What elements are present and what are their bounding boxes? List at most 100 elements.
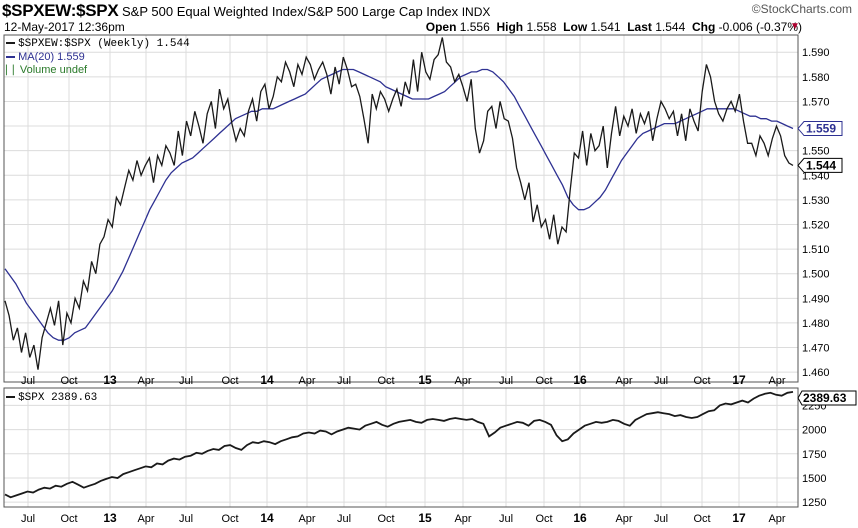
x-tick-label: Jul (337, 513, 351, 525)
x-tick-label: Jul (179, 375, 193, 387)
last-price-tag: 1.544 (797, 157, 843, 173)
x-tick-label: 13 (103, 373, 117, 387)
y-tick-label: 1.570 (802, 96, 830, 108)
chart-title: $SPXEW:$SPX S&P 500 Equal Weighted Index… (2, 1, 490, 21)
exchange: INDX (461, 5, 491, 19)
y-tick-label: 1250 (802, 497, 826, 509)
low-value: 1.541 (590, 20, 621, 34)
ratio-line (4, 37, 794, 370)
y-tick-label: 1.500 (802, 269, 830, 281)
watermark: ©StockCharts.com (752, 2, 852, 16)
open-value: 1.556 (459, 20, 490, 34)
x-tick-label: Jul (179, 513, 193, 525)
x-tick-label: Oct (377, 375, 394, 387)
x-tick-label: Apr (454, 513, 471, 525)
y-tick-label: 1.530 (802, 195, 830, 207)
x-tick-label: Oct (377, 513, 394, 525)
chg-value: -0.006 (-0.37%) (718, 20, 802, 34)
x-tick-label: Oct (693, 375, 710, 387)
x-tick-label: Jul (21, 375, 35, 387)
lower-x-axis: Jul Oct 13 Apr Jul Oct 14 Apr Jul Oct 15 Apr Jul Oct 1… (21, 511, 786, 525)
chart-datetime: 12-May-2017 12:36pm (4, 20, 125, 34)
x-tick-label: 17 (732, 511, 746, 525)
last-price-tag-text: 1.544 (806, 158, 836, 172)
x-tick-label: Oct (221, 513, 238, 525)
y-tick-label: 1.470 (802, 343, 830, 355)
y-tick-label: 1.490 (802, 293, 830, 305)
x-tick-label: Apr (137, 513, 154, 525)
y-tick-label: 1.540 (802, 170, 830, 182)
legend-ma-label: MA(20) 1.559 (18, 51, 85, 63)
high-value: 1.558 (526, 20, 557, 34)
spx-line (4, 391, 794, 499)
last-value: 1.544 (655, 20, 686, 34)
x-tick-label: 16 (573, 373, 587, 387)
symbol: $SPXEW:$SPX (2, 1, 119, 20)
y-tick-label: 1.510 (802, 244, 830, 256)
x-tick-label: Jul (499, 513, 513, 525)
legend-volume-label: Volume undef (19, 64, 88, 76)
main-x-axis: Jul Oct 13 Apr Jul Oct 14 Apr Jul Oct 15 Apr Jul Oct 1… (21, 373, 786, 387)
ma20-line (4, 68, 794, 341)
x-tick-label: Jul (654, 513, 668, 525)
lower-panel-grid (4, 388, 798, 507)
y-tick-label: 1.460 (802, 367, 830, 379)
legend-ma: MA(20) 1.559 (6, 51, 85, 63)
y-tick-label: 1.580 (802, 72, 830, 84)
open-label: Open (425, 20, 457, 34)
y-tick-label: 2000 (802, 425, 826, 437)
x-tick-label: Oct (60, 375, 77, 387)
y-tick-label: 1.550 (802, 146, 830, 158)
x-tick-label: Apr (454, 375, 471, 387)
y-tick-label: 1.480 (802, 318, 830, 330)
chg-label: Chg (691, 20, 716, 34)
legend-main-label: $SPXEW:$SPX (Weekly) 1.544 (18, 38, 190, 50)
legend-lower: $SPX 2389.63 (6, 391, 97, 404)
x-tick-label: Jul (499, 375, 513, 387)
y-tick-label: 1500 (802, 473, 826, 485)
y-tick-label: 1750 (802, 449, 826, 461)
watermark-text: StockCharts.com (760, 2, 852, 16)
x-tick-label: Oct (60, 513, 77, 525)
x-tick-label: 15 (418, 511, 432, 525)
x-tick-label: Jul (21, 513, 35, 525)
copyright-icon: © (751, 2, 761, 16)
main-y-axis: 1.5901.5801.5701.5601.5501.5401.5301.520… (802, 47, 830, 379)
x-tick-label: 13 (103, 511, 117, 525)
low-label: Low (563, 20, 588, 34)
x-tick-label: Oct (535, 375, 552, 387)
x-tick-label: Apr (768, 375, 785, 387)
lower-panel-frame (3, 387, 799, 508)
y-tick-label: 1.590 (802, 47, 830, 59)
high-label: High (496, 20, 524, 34)
legend-main: $SPXEW:$SPX (Weekly) 1.544 (6, 37, 190, 50)
x-tick-label: Oct (535, 513, 552, 525)
x-tick-label: 14 (260, 373, 274, 387)
legend-ma-swatch (6, 56, 15, 59)
x-tick-label: Jul (654, 375, 668, 387)
x-tick-label: Apr (768, 513, 785, 525)
down-triangle-icon: ▼ (790, 21, 800, 32)
x-tick-label: Apr (615, 513, 632, 525)
x-tick-label: Apr (615, 375, 632, 387)
x-tick-label: 16 (573, 511, 587, 525)
x-tick-label: Apr (137, 375, 154, 387)
index-description: S&P 500 Equal Weighted Index/S&P 500 Lar… (122, 4, 459, 19)
x-tick-label: Apr (298, 513, 315, 525)
quote-bar: Open 1.556 High 1.558 Low 1.541 Last 1.5… (426, 20, 802, 34)
last-label: Last (627, 20, 652, 34)
x-tick-label: Apr (298, 375, 315, 387)
spx-price-tag-text: 2389.63 (803, 391, 847, 405)
x-tick-label: 17 (732, 373, 746, 387)
x-tick-label: Oct (221, 375, 238, 387)
spx-price-tag: 2389.63 (797, 390, 857, 406)
volume-bars-icon: ▏▏ (6, 65, 20, 75)
legend-lower-label: $SPX 2389.63 (18, 392, 98, 404)
main-panel-frame (3, 34, 799, 383)
x-tick-label: Jul (337, 375, 351, 387)
ma-price-tag: 1.559 (797, 121, 843, 137)
x-tick-label: Oct (693, 513, 710, 525)
legend-main-swatch (6, 42, 15, 45)
